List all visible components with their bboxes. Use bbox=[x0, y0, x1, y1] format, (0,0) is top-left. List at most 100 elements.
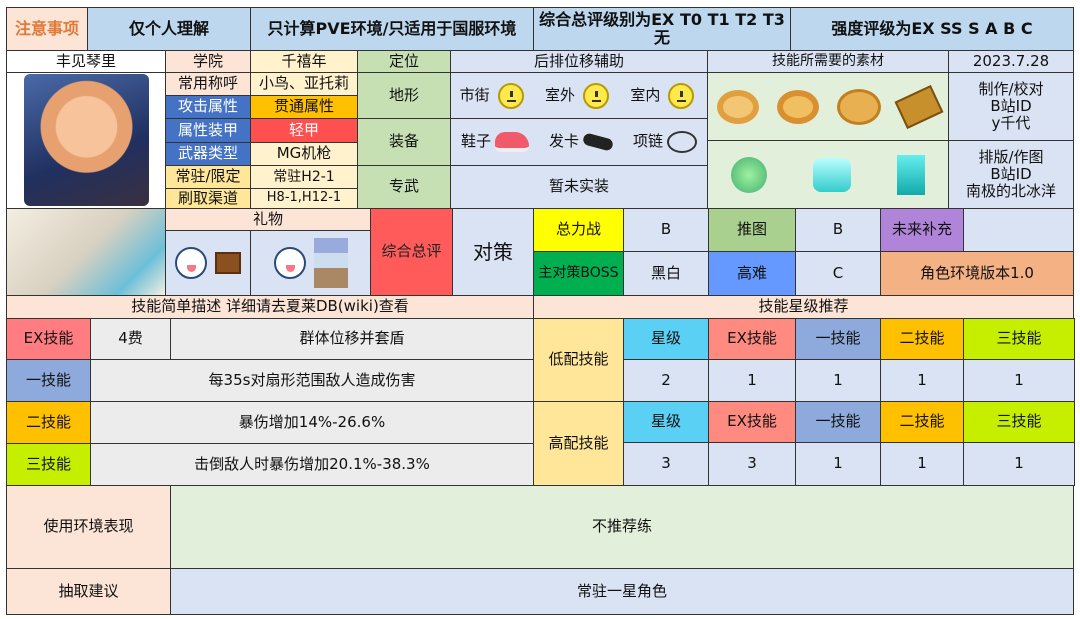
profile-value-nickname: 小鸟、亚托莉 bbox=[250, 72, 358, 96]
version-label: 角色环境版本1.0 bbox=[880, 251, 1074, 296]
star-col-header: 二技能 bbox=[880, 318, 964, 360]
terrain-outdoor: 室外 bbox=[544, 82, 613, 109]
profile-value-armor: 轻甲 bbox=[250, 118, 358, 143]
disc-material-icon bbox=[717, 89, 759, 124]
pull-label: 抽取建议 bbox=[6, 568, 171, 615]
disc-material-icon bbox=[777, 89, 819, 124]
terrain-cell: 市街 室外 室内 bbox=[450, 72, 708, 119]
low-star-value: 1 bbox=[708, 359, 796, 402]
star-col-header: 三技能 bbox=[963, 318, 1075, 360]
materials-row-2 bbox=[707, 140, 949, 209]
equip-hairband: 发卡 bbox=[549, 132, 615, 152]
maker-site: B站ID bbox=[990, 96, 1032, 115]
skill-3-desc: 击倒敌人时暴伤增加20.1%-38.3% bbox=[90, 443, 534, 486]
hairband-icon bbox=[581, 132, 615, 152]
character-name: 丰见琴里 bbox=[6, 50, 166, 73]
terrain-indoor: 室内 bbox=[630, 82, 698, 109]
high-star-value: 1 bbox=[795, 442, 881, 486]
maker-name: y千代 bbox=[991, 114, 1031, 133]
date: 2023.7.28 bbox=[948, 50, 1074, 73]
profile-label-farm: 刷取渠道 bbox=[165, 188, 251, 209]
orbs-material-icon bbox=[731, 156, 767, 193]
counter-label: 对策 bbox=[452, 208, 534, 296]
planter-material-icon bbox=[813, 157, 851, 192]
equip-necklace: 项链 bbox=[633, 131, 697, 153]
skill-2-desc: 暴伤增加14%-26.6% bbox=[90, 401, 534, 444]
equip-name: 鞋子 bbox=[460, 132, 491, 151]
equip-name: 项链 bbox=[632, 132, 663, 151]
profile-value-school: 千禧年 bbox=[250, 50, 358, 73]
skill-2-label: 二技能 bbox=[6, 401, 91, 444]
memorial-image bbox=[6, 208, 166, 296]
boss-value: 黑白 bbox=[623, 251, 709, 296]
high-star-value: 1 bbox=[880, 442, 964, 486]
gift-liked bbox=[250, 230, 371, 296]
laughing-face-icon bbox=[175, 247, 207, 279]
terrain-name: 室内 bbox=[630, 85, 661, 104]
future-value bbox=[963, 208, 1074, 252]
skill-1-label: 一技能 bbox=[6, 359, 91, 402]
terrain-name: 室外 bbox=[544, 85, 575, 104]
hard-label: 高难 bbox=[708, 251, 796, 296]
profile-label-weapon: 武器类型 bbox=[165, 142, 251, 166]
ex-skill-label: EX技能 bbox=[6, 318, 91, 360]
story-value: B bbox=[795, 208, 881, 252]
low-star-value: 1 bbox=[880, 359, 964, 402]
usage-label: 使用环境表现 bbox=[6, 485, 171, 569]
story-label: 推图 bbox=[708, 208, 796, 252]
juice-box-material-icon bbox=[897, 154, 925, 195]
profile-label-school: 学院 bbox=[165, 50, 251, 73]
overall-label: 综合总评 bbox=[370, 208, 453, 296]
star-col-header: 一技能 bbox=[795, 318, 881, 360]
neutral-face-icon bbox=[583, 82, 609, 109]
portrait-cell bbox=[6, 72, 166, 209]
high-star-value: 3 bbox=[708, 442, 796, 486]
scope-cell: 只计算PVE环境/只适用于国服环境 bbox=[250, 7, 534, 51]
gifts-title: 礼物 bbox=[165, 208, 371, 231]
overall-scale-cell: 综合总评级别为EX T0 T1 T2 T3 无 bbox=[533, 7, 791, 51]
star-col-header: 一技能 bbox=[795, 401, 881, 443]
star-col-header: EX技能 bbox=[708, 318, 796, 360]
neutral-face-icon bbox=[668, 82, 695, 109]
maker-label: 制作/校对 bbox=[978, 79, 1044, 98]
books-gift-icon bbox=[313, 238, 348, 288]
profile-label-armor: 属性装甲 bbox=[165, 118, 251, 143]
usage-value: 不推荐练 bbox=[170, 485, 1074, 569]
unique-weapon-label: 专武 bbox=[357, 165, 451, 209]
total-war-label: 总力战 bbox=[533, 208, 624, 252]
profile-value-weapon: MG机枪 bbox=[250, 142, 358, 166]
equip-shoes: 鞋子 bbox=[461, 132, 529, 152]
layout-label: 排版/作图 bbox=[978, 147, 1044, 166]
low-config-label: 低配技能 bbox=[533, 318, 624, 402]
disc-material-icon bbox=[837, 88, 881, 125]
star-col-header: 二技能 bbox=[880, 401, 964, 443]
terrain-name: 市街 bbox=[459, 85, 490, 104]
profile-label-attack: 攻击属性 bbox=[165, 95, 251, 119]
high-config-label: 高配技能 bbox=[533, 401, 624, 486]
smiling-face-icon bbox=[273, 247, 306, 279]
star-col-header: 星级 bbox=[623, 318, 709, 360]
high-star-value: 1 bbox=[963, 442, 1075, 486]
low-star-value: 1 bbox=[963, 359, 1075, 402]
personal-cell: 仅个人理解 bbox=[87, 7, 251, 51]
low-star-value: 2 bbox=[623, 359, 709, 402]
skill-1-desc: 每35s对扇形范围敌人造成伤害 bbox=[90, 359, 534, 402]
future-label: 未来补充 bbox=[880, 208, 964, 252]
boss-label: 主对策BOSS bbox=[533, 251, 624, 296]
profile-value-farm: H8-1,H12-1 bbox=[250, 188, 358, 209]
chest-gift-icon bbox=[215, 252, 241, 274]
materials-title: 技能所需要的素材 bbox=[707, 50, 949, 73]
total-war-value: B bbox=[623, 208, 709, 252]
neutral-face-icon bbox=[497, 82, 524, 109]
skill-3-label: 三技能 bbox=[6, 443, 91, 486]
ex-skill-cost: 4费 bbox=[90, 318, 171, 360]
star-title: 技能星级推荐 bbox=[533, 295, 1074, 319]
skills-title: 技能简单描述 详细请去夏莱DB(wiki)查看 bbox=[6, 295, 534, 319]
shoes-icon bbox=[495, 132, 529, 152]
unique-weapon-value: 暂未实装 bbox=[450, 165, 708, 209]
layout-site: B站ID bbox=[990, 164, 1032, 183]
hard-value: C bbox=[795, 251, 881, 296]
star-col-header: 星级 bbox=[623, 401, 709, 443]
profile-label-limited: 常驻/限定 bbox=[165, 165, 251, 189]
position-label: 定位 bbox=[357, 50, 451, 73]
